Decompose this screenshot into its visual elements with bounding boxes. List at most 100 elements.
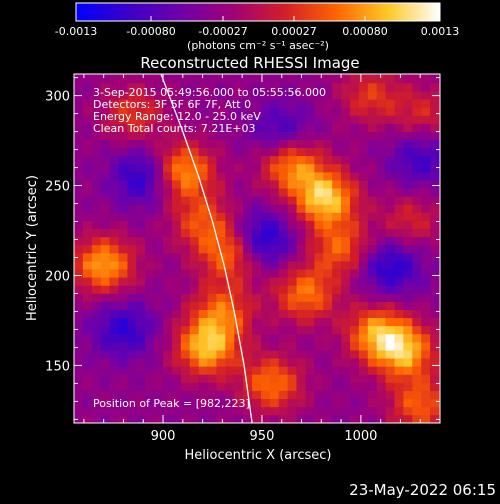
heatmap-cell — [412, 301, 422, 310]
heatmap-cell — [154, 220, 164, 230]
heatmap-cell — [287, 244, 297, 254]
heatmap-cell — [91, 398, 102, 408]
heatmap-cell — [100, 220, 110, 230]
heatmap-cell — [323, 139, 333, 149]
heatmap-cell — [287, 406, 297, 416]
heatmap-cell — [82, 115, 93, 124]
heatmap-cell — [198, 107, 208, 116]
heatmap-cell — [216, 358, 226, 367]
heatmap-cell — [136, 99, 146, 108]
heatmap-cell — [394, 139, 404, 149]
heatmap-cell — [189, 196, 199, 205]
heatmap-cell — [278, 261, 288, 270]
heatmap-cell — [358, 139, 369, 149]
heatmap-cell — [74, 317, 84, 327]
heatmap-cell — [252, 382, 262, 391]
heatmap-cell — [189, 406, 199, 416]
heatmap-cell — [109, 107, 119, 116]
heatmap-cell — [260, 236, 271, 246]
heatmap-cell — [394, 350, 404, 359]
heatmap-cell — [225, 293, 235, 302]
heatmap-cell — [403, 228, 413, 238]
heatmap-cell — [260, 333, 271, 343]
heatmap-cell — [278, 301, 288, 310]
heatmap-cell — [403, 188, 413, 197]
heatmap-cell — [421, 204, 431, 213]
heatmap-cell — [403, 155, 413, 165]
heatmap-cell — [74, 236, 84, 246]
heatmap-cell — [109, 91, 119, 100]
heatmap-cell — [412, 131, 422, 140]
heatmap-cell — [252, 325, 262, 335]
heatmap-cell — [154, 301, 164, 310]
heatmap-cell — [367, 244, 377, 254]
heatmap-cell — [305, 366, 315, 375]
heatmap-cell — [367, 155, 377, 165]
annotation-energy-range: Energy Range: 12.0 - 25.0 keV — [93, 110, 261, 123]
heatmap-cell — [207, 172, 217, 181]
heatmap-cell — [421, 188, 431, 197]
heatmap-cell — [180, 123, 191, 132]
heatmap-cell — [171, 358, 182, 367]
heatmap-cell — [109, 196, 119, 205]
heatmap-cell — [207, 236, 217, 246]
heatmap-cell — [163, 253, 173, 262]
heatmap-cell — [154, 204, 164, 213]
heatmap-cell — [385, 99, 395, 108]
heatmap-cell — [198, 358, 208, 367]
heatmap-cell — [314, 123, 324, 132]
heatmap-cell — [74, 261, 84, 270]
heatmap-cell — [412, 196, 422, 205]
heatmap-cell — [100, 228, 110, 238]
heatmap-cell — [243, 139, 253, 149]
heatmap-cell — [154, 398, 164, 408]
heatmap-cell — [296, 350, 306, 359]
heatmap-cell — [225, 269, 235, 278]
heatmap-cell — [180, 414, 191, 423]
heatmap-cell — [154, 139, 164, 149]
heatmap-cell — [260, 228, 271, 238]
heatmap-cell — [109, 285, 119, 294]
heatmap-cell — [412, 374, 422, 383]
heatmap-cell — [189, 309, 199, 319]
heatmap-cell — [171, 261, 182, 270]
heatmap-cell — [127, 414, 137, 423]
heatmap-cell — [403, 382, 413, 391]
heatmap-cell — [296, 107, 306, 116]
heatmap-cell — [421, 115, 431, 124]
heatmap-cell — [421, 261, 431, 270]
heatmap-cell — [127, 147, 137, 157]
heatmap-cell — [145, 91, 155, 100]
heatmap-cell — [163, 277, 173, 286]
heatmap-cell — [91, 325, 102, 335]
heatmap-cell — [296, 261, 306, 270]
heatmap-cell — [225, 107, 235, 116]
heatmap-cell — [349, 204, 360, 213]
heatmap-cell — [332, 155, 342, 165]
heatmap-cell — [349, 414, 360, 423]
heatmap-cell — [412, 285, 422, 294]
heatmap-cell — [145, 99, 155, 108]
heatmap-cell — [243, 131, 253, 140]
heatmap-cell — [367, 293, 377, 302]
heatmap-cell — [100, 236, 110, 246]
heatmap-cell — [358, 244, 369, 254]
heatmap-cell — [252, 107, 262, 116]
heatmap-cell — [198, 228, 208, 238]
heatmap-cell — [412, 277, 422, 286]
heatmap-cell — [100, 374, 110, 383]
heatmap-cell — [180, 74, 191, 76]
heatmap-cell — [225, 155, 235, 165]
heatmap-cell — [296, 277, 306, 286]
heatmap-cell — [74, 269, 84, 278]
heatmap-cell — [421, 325, 431, 335]
heatmap-cell — [74, 139, 84, 149]
heatmap-cell — [207, 91, 217, 100]
heatmap-cell — [430, 253, 440, 262]
heatmap-cell — [332, 228, 342, 238]
heatmap-cell — [154, 74, 164, 84]
heatmap-cell — [189, 107, 199, 116]
x-axis-tick-label: 950 — [250, 429, 275, 444]
heatmap-cell — [225, 414, 235, 423]
heatmap-cell — [118, 74, 128, 84]
